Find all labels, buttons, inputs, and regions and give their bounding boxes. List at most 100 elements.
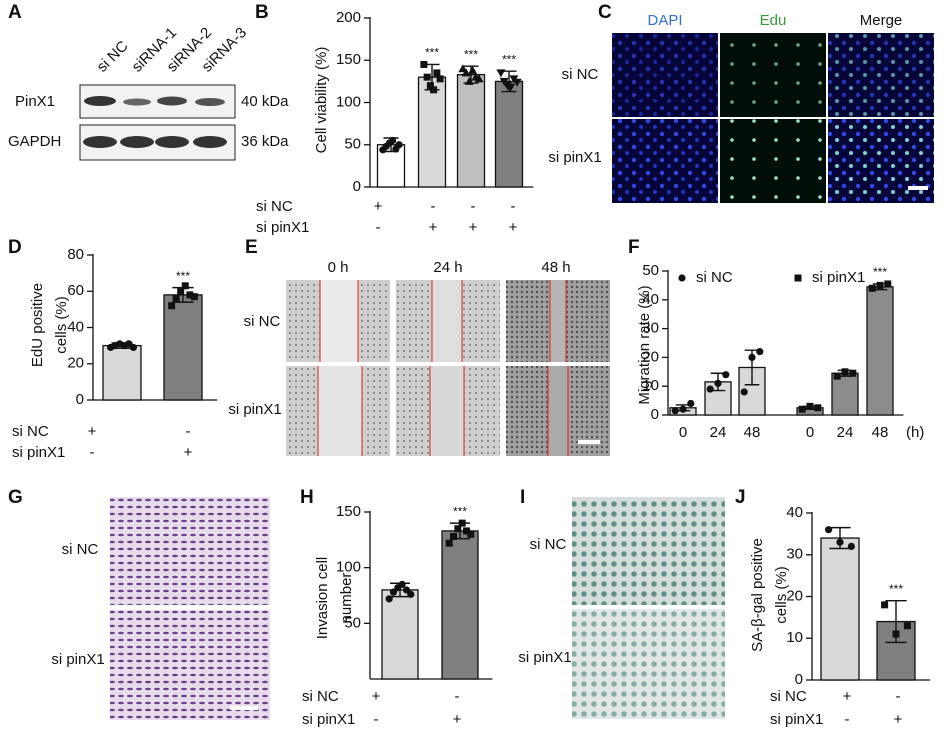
condition-name: si NC [770,688,807,705]
panel-c: C DAPI Edu Merge si NC si pinX1 [548,2,934,203]
y-tick-label: 30 [642,320,659,337]
data-point [892,630,900,638]
bar [494,80,524,188]
y-axis-label: cells (%) [53,296,70,354]
data-point [740,388,748,396]
data-point [841,368,849,376]
chart: F Migration rate (%) 0 10 20 30 40 50 *** 0 24 48 0 2… [628,237,924,441]
row-label: si NC [244,313,281,330]
y-tick-label: 100 [336,559,361,576]
panel-letter: G [8,487,23,508]
condition-name: si pinX1 [12,444,65,461]
data-point [687,399,695,408]
data-point [407,590,415,598]
panel-letter: B [255,2,269,23]
chart: B Cell viability (%) 0 50 100 150 200 *** *** ***… [255,2,534,236]
data-point [430,86,438,94]
condition-sign: + [843,688,852,705]
y-tick-label: 100 [336,93,361,110]
legend-marker [678,274,686,282]
column-label: 24 h [433,259,462,276]
data-point [868,284,876,292]
data-point [445,539,453,547]
data-point [722,371,730,379]
row-label: si NC [62,541,99,558]
bar [866,286,894,416]
data-point [496,69,506,78]
data-point [129,343,137,352]
panel-letter: E [245,237,258,258]
condition-name: si NC [256,198,293,215]
data-point [836,538,844,546]
y-tick-label: 10 [642,377,659,394]
condition-sign: - [471,198,476,215]
panel-a: A si NC siRNA-1 siRNA-2 siRNA-3 PinX1 GA… [8,2,289,161]
data-point [389,588,398,596]
micrograph [572,609,725,719]
data-point [398,580,406,588]
column-label: Edu [760,12,787,29]
data-point [389,136,397,145]
bar [417,76,447,188]
condition-name: si pinX1 [256,219,309,236]
y-tick-label: 0 [795,671,803,688]
significance: *** [425,46,439,60]
data-point [671,407,679,415]
column-label: 0 h [328,259,349,276]
data-point [903,622,911,630]
y-tick-label: 10 [786,629,803,646]
data-point [454,525,462,533]
y-tick-label: 0 [651,406,659,423]
data-point [467,530,475,538]
panel-e: E 0 h 24 h 48 h si NC si pinX1 [228,237,610,456]
condition-sign: - [90,444,95,461]
data-point [423,73,431,81]
y-tick-label: 20 [786,587,803,604]
data-point [385,595,393,603]
condition-name: si pinX1 [770,711,823,728]
y-tick-label: 20 [67,355,84,372]
panel-letter: D [8,237,22,258]
y-axis-label: EdU positive [29,283,46,367]
data-point [172,295,180,302]
bar [441,530,479,680]
condition-sign: - [376,219,381,236]
y-tick-label: 40 [786,504,803,521]
data-point [825,526,833,534]
data-point [748,353,756,361]
condition-sign: + [88,423,97,440]
condition-sign: - [511,198,516,215]
y-axis-label: number [338,573,355,624]
condition-sign: - [845,711,850,728]
row-label: GAPDH [8,133,61,150]
data-point [177,287,185,295]
panel-letter: C [598,2,612,23]
bands [83,96,227,148]
x-tick-label: 0 [806,424,814,441]
data-point [468,65,478,74]
bar [456,73,486,188]
y-tick-label: 0 [76,391,84,408]
data-point [395,141,403,149]
data-point [450,532,458,540]
panel-letter: J [735,487,746,508]
row-label: si pinX1 [518,649,571,666]
panel-letter: A [8,2,22,23]
data-point [402,586,411,594]
condition-sign: + [894,711,903,728]
y-axis-label: SA-β-gal positive [749,538,766,652]
y-tick-label: 50 [642,262,659,279]
micrograph [110,497,270,605]
data-point [506,83,516,92]
condition-sign: + [469,219,478,236]
data-point [679,405,687,413]
data-point [420,60,428,68]
data-point [814,404,822,412]
panel-i: I si NC si pinX1 [518,487,725,719]
data-point [876,281,884,289]
data-point [464,76,474,85]
x-tick-label: 0 [679,424,687,441]
column-label: DAPI [647,12,682,29]
condition-name: si pinX1 [302,711,355,728]
legend-label: si NC [696,269,733,286]
